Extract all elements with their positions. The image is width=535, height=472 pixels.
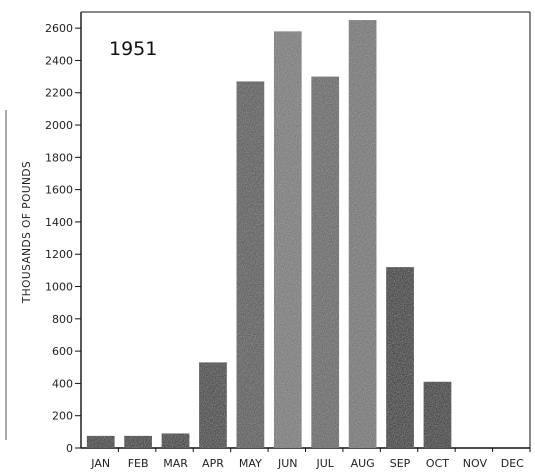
y-tick-label: 1600: [45, 184, 73, 197]
bar-jun: [273, 31, 302, 448]
month-label: SEP: [390, 457, 411, 470]
y-tick-label: 0: [66, 442, 73, 455]
bar-jul: [311, 76, 340, 448]
year-label: 1951: [109, 38, 157, 60]
month-label: JUN: [277, 457, 298, 470]
month-label: AUG: [351, 457, 375, 470]
y-tick-label: 2000: [45, 119, 73, 132]
bar-oct: [423, 381, 452, 448]
bar-mar: [161, 433, 190, 448]
y-tick-label: 1000: [45, 281, 73, 294]
month-label: APR: [202, 457, 224, 470]
bars: [86, 20, 452, 449]
y-tick-label: 1200: [45, 248, 73, 261]
month-label: MAR: [163, 457, 188, 470]
month-label: DEC: [501, 457, 524, 470]
y-tick-label: 400: [52, 377, 73, 390]
month-label: MAY: [239, 457, 262, 470]
month-label: NOV: [463, 457, 488, 470]
month-label: OCT: [426, 457, 449, 470]
y-tick-label: 800: [52, 313, 73, 326]
y-ticks: 0 200 400 600 800 1000 1200 1400 1600 1800 2000 220…: [45, 22, 81, 455]
x-ticks: JAN FEB MAR APR MAY JUN JUL AUG SEP OCT NOV DEC: [90, 448, 531, 470]
bar-jan: [86, 435, 115, 448]
y-tick-label: 200: [52, 410, 73, 423]
y-tick-label: 2400: [45, 54, 73, 67]
bar-sep: [386, 267, 414, 448]
bar-apr: [199, 362, 227, 448]
bar-feb: [124, 435, 152, 448]
y-tick-label: 2200: [45, 87, 73, 100]
y-tick-label: 2600: [45, 22, 73, 35]
y-tick-label: 600: [52, 345, 73, 358]
bar-aug: [348, 20, 377, 449]
y-axis-label: THOUSANDS OF POUNDS: [21, 161, 33, 304]
axes: [80, 11, 531, 449]
y-tick-label: 1400: [45, 216, 73, 229]
bar-may: [236, 81, 265, 448]
y-tick-label: 1800: [45, 151, 73, 164]
month-label: JUL: [315, 457, 334, 470]
month-label: JAN: [90, 457, 110, 470]
month-label: FEB: [128, 457, 149, 470]
